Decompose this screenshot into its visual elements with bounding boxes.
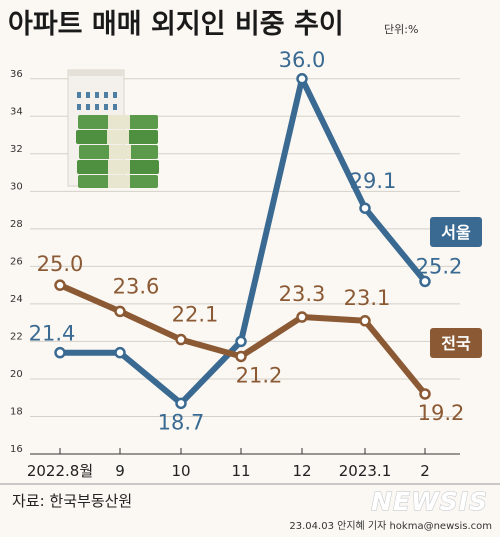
- x-tick-label: 2023.1: [339, 462, 392, 480]
- legend-swatch-seoul: [430, 217, 482, 247]
- y-tick-label: 30: [10, 181, 23, 192]
- x-tick-label: 2: [420, 462, 430, 480]
- y-tick-label: 36: [10, 69, 23, 80]
- legend-swatch-national: [430, 328, 482, 358]
- data-label-national: 23.6: [113, 274, 160, 298]
- y-tick-label: 22: [10, 331, 23, 342]
- legend-item-seoul: 서울: [430, 217, 482, 247]
- data-point-national: [296, 311, 308, 323]
- data-point-national: [175, 333, 187, 346]
- data-point-seoul: [54, 346, 66, 359]
- data-labels: 21.4 18.7 36.0 29.1 25.2 25.0 23.6 22.1 21.2 23.3…: [29, 48, 465, 435]
- data-label-national: 21.2: [236, 363, 283, 387]
- credit-label: 23.04.03 안지혜 기자 hokma@newsis.com: [289, 520, 492, 532]
- unit-label: 단위:%: [384, 23, 418, 36]
- data-label-seoul: 18.7: [158, 410, 205, 434]
- series-markers: [54, 73, 431, 410]
- y-tick-label: 24: [10, 294, 23, 305]
- y-tick-label: 34: [10, 106, 23, 117]
- data-point-seoul: [235, 335, 247, 348]
- x-tick-label: 11: [231, 462, 250, 480]
- y-axis-ticks: 16 18 20 22 24 26 28 30 32 34 36: [10, 69, 23, 455]
- source-label: 자료: 한국부동산원: [12, 492, 132, 510]
- building-money-illustration: [67, 69, 159, 188]
- data-point-seoul: [359, 202, 371, 214]
- y-tick-label: 20: [10, 369, 23, 380]
- data-label-national: 23.1: [344, 286, 391, 310]
- data-point-seoul: [175, 397, 187, 410]
- x-tick-label: 10: [171, 462, 190, 480]
- data-point-national: [114, 305, 126, 318]
- x-tick-label: 9: [115, 462, 125, 480]
- x-tick-label: 12: [292, 462, 311, 480]
- legend-item-national: 전국: [430, 328, 482, 358]
- data-label-national: 25.0: [37, 252, 84, 276]
- y-tick-label: 28: [10, 219, 23, 230]
- data-label-national: 23.3: [279, 282, 326, 306]
- data-label-seoul: 25.2: [416, 254, 463, 278]
- data-label-seoul: 36.0: [279, 48, 326, 72]
- legend-label-national: 전국: [441, 334, 471, 353]
- legend-label-seoul: 서울: [441, 223, 471, 242]
- x-axis-ticks: 2022.8월 9 10 11 12 2023.1 2: [27, 448, 460, 480]
- data-label-seoul: 21.4: [29, 322, 76, 346]
- y-tick-label: 26: [10, 256, 23, 267]
- y-tick-label: 18: [10, 406, 23, 417]
- data-label-national: 22.1: [172, 303, 219, 327]
- data-point-seoul: [419, 275, 431, 288]
- data-point-seoul: [114, 346, 126, 359]
- data-label-seoul: 29.1: [350, 169, 397, 193]
- data-point-national: [235, 350, 247, 363]
- data-point-national: [359, 315, 371, 327]
- x-tick-label: 2022.8월: [27, 462, 93, 480]
- chart-title: 아파트 매매 외지인 비중 추이: [8, 9, 344, 40]
- data-point-seoul: [296, 73, 308, 85]
- cash-stack-icon: [76, 115, 159, 188]
- y-tick-label: 32: [10, 144, 23, 155]
- data-point-national: [54, 279, 66, 291]
- legend: 서울 전국: [430, 217, 482, 358]
- y-tick-label: 16: [10, 444, 23, 455]
- data-label-national: 19.2: [418, 401, 465, 425]
- newsis-logo: NEWSIS: [371, 487, 488, 516]
- data-point-national: [419, 388, 431, 400]
